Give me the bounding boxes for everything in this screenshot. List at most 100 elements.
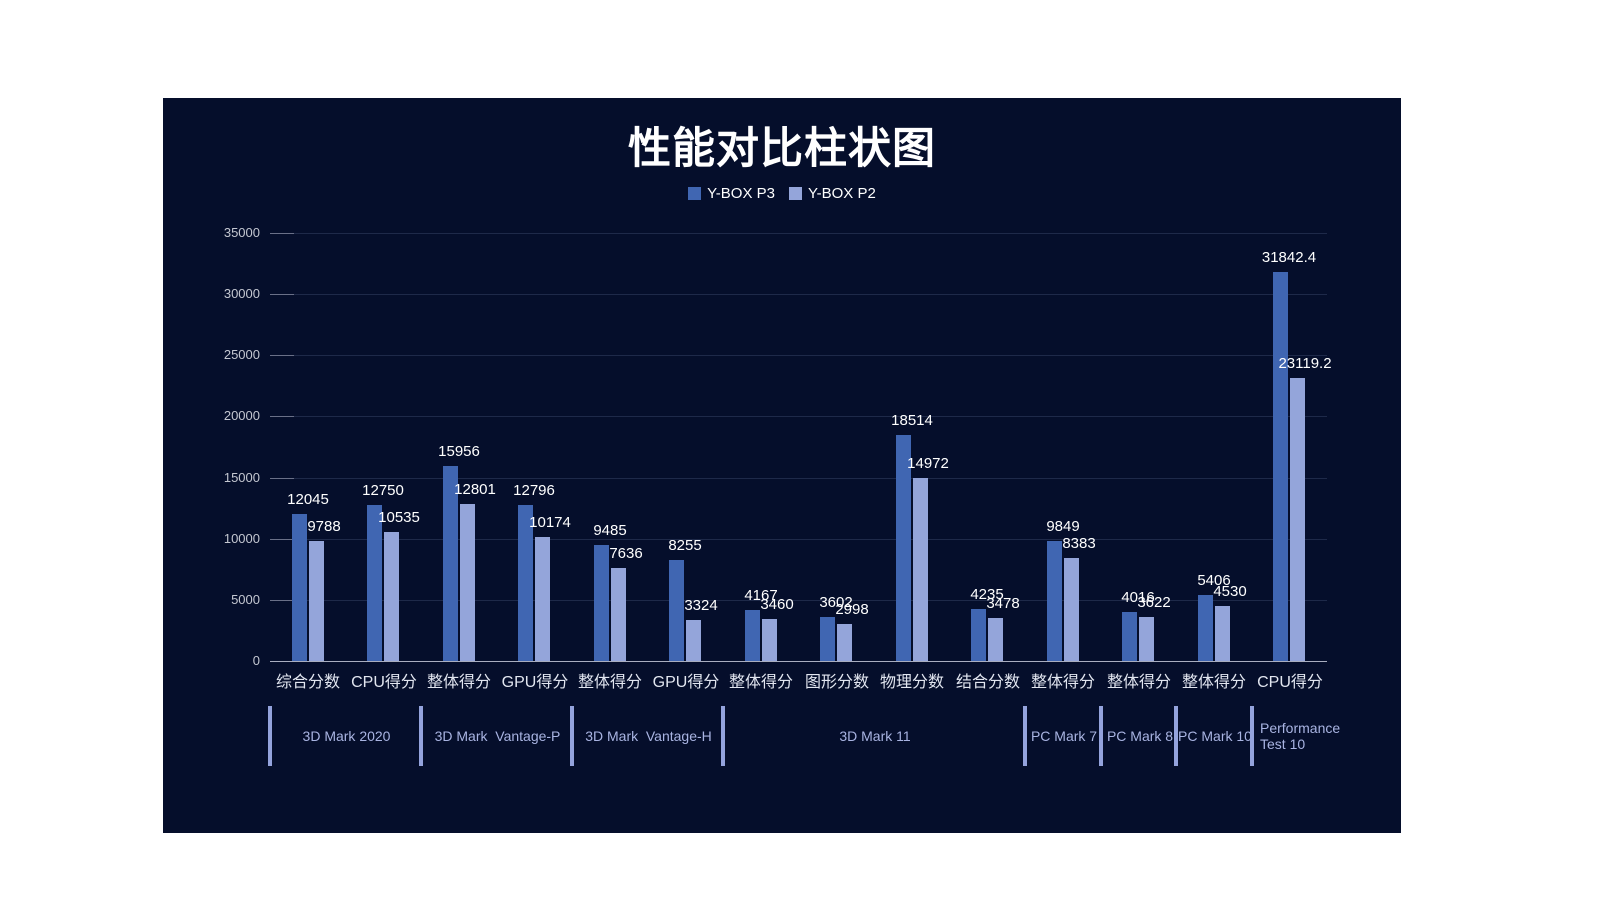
x-axis-line <box>270 661 1327 662</box>
value-label-p2: 23119.2 <box>1278 355 1332 372</box>
legend-swatch-icon <box>688 186 702 200</box>
y-axis-label: 35000 <box>223 225 260 240</box>
bar-p3 <box>971 609 986 661</box>
y-axis-label: 10000 <box>223 531 260 546</box>
value-label-p3: 4016 <box>1121 589 1155 606</box>
y-axis-tick <box>270 539 294 540</box>
legend-swatch-icon <box>789 186 802 200</box>
x-axis-label: GPU得分 <box>652 674 720 691</box>
value-label-p3: 18514 <box>891 412 933 429</box>
x-axis-label: CPU得分 <box>1257 674 1323 691</box>
value-label-p2: 3324 <box>684 597 718 614</box>
group-label: PC Mark 8 <box>1106 728 1174 744</box>
bar-p2 <box>309 541 324 661</box>
bar-p2 <box>384 532 399 661</box>
bar-p3 <box>594 545 609 661</box>
y-axis-tick <box>270 478 294 479</box>
value-label-p2: 3478 <box>986 595 1020 612</box>
bar-p3 <box>745 610 760 661</box>
value-label-p2: 3460 <box>760 596 794 613</box>
x-axis-label: 整体得分 <box>1030 674 1095 691</box>
bar-p3 <box>820 617 835 661</box>
y-axis-tick <box>270 294 294 295</box>
value-label-p3: 4167 <box>744 587 778 604</box>
x-axis-label: GPU得分 <box>501 674 569 691</box>
value-label-p2: 3622 <box>1137 594 1171 611</box>
group-label: 3D Mark Vantage-P <box>434 728 561 744</box>
bar-p3 <box>896 435 911 661</box>
value-label-p2: 10174 <box>529 514 571 531</box>
bar-p3 <box>292 514 307 661</box>
x-axis-label: 结合分数 <box>955 674 1020 691</box>
x-axis-label: 图形分数 <box>804 674 869 691</box>
gridline <box>270 355 1327 356</box>
y-axis-label: 15000 <box>223 470 260 485</box>
x-axis-label: 整体得分 <box>1106 674 1171 691</box>
value-label-p3: 31842.4 <box>1261 249 1317 266</box>
bar-p2 <box>1290 378 1305 661</box>
gridline <box>270 233 1327 234</box>
legend-item-p3[interactable]: Y-BOX P3 <box>688 185 775 202</box>
value-label-p3: 9849 <box>1046 518 1080 535</box>
value-label-p2: 8383 <box>1062 535 1096 552</box>
bar-p2 <box>686 620 701 661</box>
y-axis-tick <box>270 355 294 356</box>
y-axis-label: 5000 <box>231 592 260 607</box>
group-label: 3D Mark Vantage-H <box>585 728 712 744</box>
group-divider <box>1174 706 1178 766</box>
value-label-p2: 9788 <box>307 518 341 535</box>
bar-p2 <box>611 568 626 661</box>
group-divider <box>570 706 574 766</box>
bar-p3 <box>367 505 382 661</box>
group-divider <box>1023 706 1027 766</box>
value-label-p3: 12045 <box>287 491 329 508</box>
group-divider <box>419 706 423 766</box>
y-axis-tick <box>270 416 294 417</box>
bar-p2 <box>1064 558 1079 661</box>
bar-p3 <box>669 560 684 661</box>
bar-p2 <box>460 504 475 661</box>
x-axis-label: 整体得分 <box>426 674 491 691</box>
bar-p3 <box>1273 272 1288 661</box>
y-axis-tick <box>270 233 294 234</box>
chart-title: 性能对比柱状图 <box>628 125 936 173</box>
value-label-p3: 15956 <box>438 443 480 460</box>
group-divider <box>721 706 725 766</box>
value-label-p2: 10535 <box>378 509 420 526</box>
group-label: 3D Mark 11 <box>839 728 911 744</box>
value-label-p2: 2998 <box>835 601 869 618</box>
y-axis-label: 25000 <box>223 347 260 362</box>
bar-p2 <box>913 478 928 661</box>
legend-item-p2[interactable]: Y-BOX P2 <box>789 185 876 202</box>
bar-p2 <box>1139 617 1154 661</box>
y-axis-tick <box>270 600 294 601</box>
value-label-p2: 4530 <box>1213 583 1247 600</box>
group-label: 3D Mark 2020 <box>302 728 391 744</box>
gridline <box>270 539 1327 540</box>
x-axis-label: 整体得分 <box>577 674 642 691</box>
bar-p3 <box>1047 541 1062 661</box>
bar-p2 <box>837 624 852 661</box>
group-label: PC Mark 7 <box>1030 728 1098 744</box>
bar-p2 <box>535 537 550 661</box>
value-label-p2: 14972 <box>907 455 949 472</box>
group-label: Performance Test 10 <box>1260 720 1341 752</box>
value-label-p3: 9485 <box>593 522 627 539</box>
value-label-p2: 7636 <box>609 545 643 562</box>
y-axis-label: 20000 <box>223 408 260 423</box>
x-axis-label: CPU得分 <box>351 674 417 691</box>
group-label: PC Mark 10 <box>1178 728 1252 744</box>
gridline <box>270 294 1327 295</box>
gridline <box>270 416 1327 417</box>
bar-p3 <box>1198 595 1213 661</box>
gridline <box>270 600 1327 601</box>
chart-area: 0 5000 10000 15000 20000 25000 30000 35000 12045… <box>163 98 1401 833</box>
group-divider <box>1099 706 1103 766</box>
value-label-p3: 5406 <box>1197 572 1231 589</box>
gridline <box>270 478 1327 479</box>
group-divider <box>1250 706 1254 766</box>
value-label-p3: 12796 <box>513 482 555 499</box>
value-label-p3: 4235 <box>970 586 1004 603</box>
bar-p3 <box>443 466 458 661</box>
